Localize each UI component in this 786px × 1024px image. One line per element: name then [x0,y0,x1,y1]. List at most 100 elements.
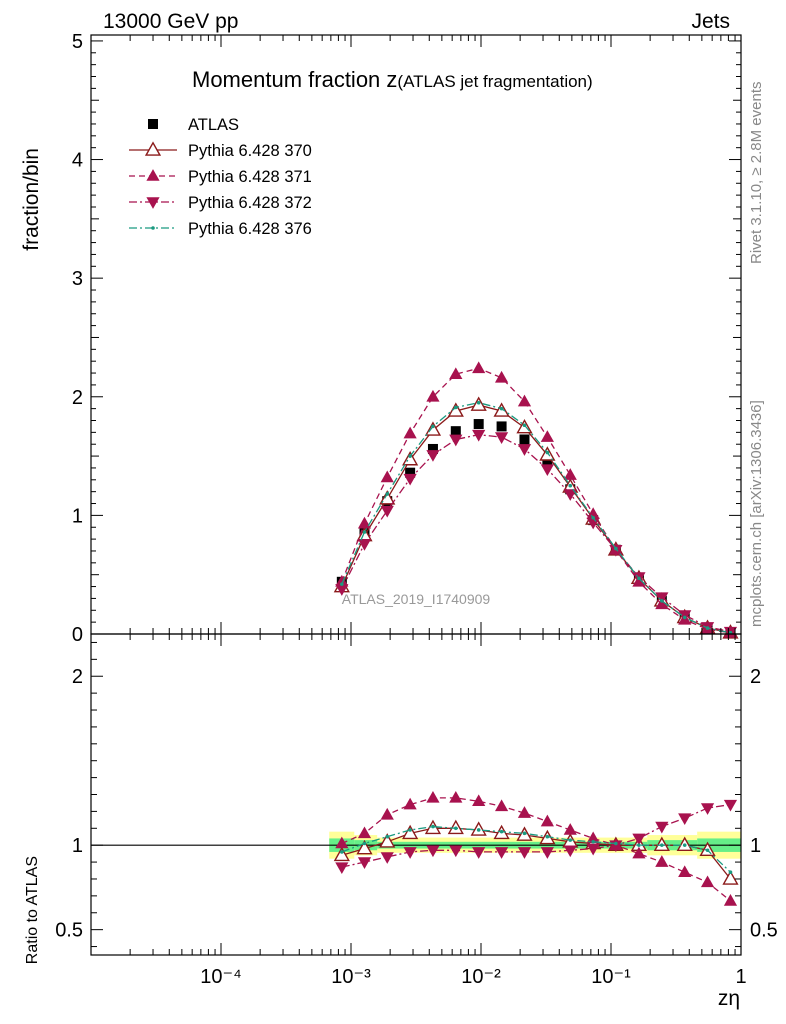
main-data-point [542,457,553,468]
ratio-data-point [494,847,509,859]
main-data-point [385,492,390,496]
ratio-axis-ticks: 0.5 0.5 1 1 2 2 10⁻⁴ 10⁻³ 10⁻² 10⁻¹ 1 [55,634,778,988]
ratio-data-point [379,833,396,848]
main-data-point [405,467,416,478]
x-tick-label: 10⁻² [461,966,501,988]
ratio-data-point [545,834,550,839]
main-data-point [379,490,396,505]
ratio-data-point [403,797,417,810]
y-tick-label: 0 [72,624,83,646]
main-data-point [591,515,595,520]
legend-item-pythia-6-428-372: Pythia 6.428 372 [129,194,312,212]
main-data-point [427,443,438,454]
legend-marker [146,197,160,209]
ratio-data-point [563,823,577,835]
ratio-plot-area [91,790,741,906]
main-data-point [340,582,344,586]
legend-marker [146,169,160,181]
ratio-data-point [723,894,738,906]
ratio-data-point [682,843,687,847]
y-tick-label: 3 [72,268,83,290]
main-data-point [472,429,486,442]
ratio-data-point [637,843,641,847]
main-series-line [341,402,731,634]
ratio-series-line [341,803,731,868]
ratio-data-point [722,870,739,885]
main-data-point [449,367,463,380]
main-data-point [499,406,504,411]
main-data-point [660,598,664,603]
ratio-data-point [380,852,394,864]
chart-title-sub: (ATLAS jet fragmentation) [397,72,592,91]
main-data-point [450,426,461,437]
ratio-data-point [454,826,458,831]
y-tick-label: 2 [72,666,83,688]
x-tick-label: 1 [735,966,746,988]
legend-marker [148,119,158,129]
main-data-point [522,423,527,428]
ratio-data-point [472,847,486,859]
main-ylabel: fraction/bin [20,148,43,251]
main-data-point [403,473,417,486]
x-axis-label: zη [718,987,740,1010]
main-data-point [403,426,417,439]
y-tick-label: 1 [72,505,83,527]
ratio-data-point [517,847,532,859]
ratio-data-point [705,848,710,853]
category-label: Jets [691,10,730,33]
legend-item-pythia-6-428-370: Pythia 6.428 370 [129,141,312,160]
ratio-series-pythia-6-428-372 [335,799,738,875]
main-data-point [426,450,440,462]
ratio-data-point [655,821,669,834]
main-data-point [402,451,419,466]
analysis-watermark: ATLAS_2019_I1740909 [342,591,491,607]
main-data-point [476,400,481,405]
ratio-data-point [678,813,692,826]
main-data-point [472,361,486,374]
ratio-data-point [362,841,367,846]
ratio-data-point [678,865,692,878]
ratio-data-point [591,840,595,844]
ratio-data-point [614,841,618,846]
main-data-point [449,434,463,447]
ratio-data-point [660,843,664,847]
ratio-data-point [586,831,600,844]
main-data-point [540,464,554,477]
main-data-point [408,454,412,458]
ratio-data-point [449,845,463,858]
y-tick-label: 5 [72,31,83,53]
main-data-point [426,389,440,402]
legend-item-pythia-6-428-371: Pythia 6.428 371 [129,168,312,186]
y-tick-label-right: 0.5 [750,920,778,942]
main-data-point [568,483,573,488]
ratio-series-pythia-6-428-376 [340,824,733,875]
legend-item-pythia-6-428-376: Pythia 6.428 376 [129,220,312,238]
legend-label: Pythia 6.428 372 [188,194,312,212]
main-data-point [454,405,458,410]
ratio-data-point [700,875,715,888]
ratio-data-point [356,839,373,855]
ratio-data-point [522,831,527,836]
legend-marker [144,141,162,156]
ratio-data-point [449,790,463,803]
ratio-data-point [494,799,509,812]
main-data-point [705,626,710,630]
ratio-data-point [540,814,554,827]
legend-label: Pythia 6.428 370 [188,142,312,160]
main-data-point [496,421,507,432]
ratio-data-point [499,829,504,834]
ratio-data-point [357,826,372,839]
ratio-data-point [563,845,577,858]
chart-title-main: Momentum fraction z [192,67,397,92]
main-data-point [473,419,484,430]
ratio-data-point [357,857,372,869]
ratio-data-point [700,803,715,815]
y-tick-label: 2 [72,387,83,409]
ratio-data-point [431,824,435,829]
ratio-data-point [728,870,733,875]
y-tick-label-right: 2 [750,666,761,688]
ratio-data-point [408,828,412,832]
ratio-ylabel: Ratio to ATLAS [24,856,41,964]
